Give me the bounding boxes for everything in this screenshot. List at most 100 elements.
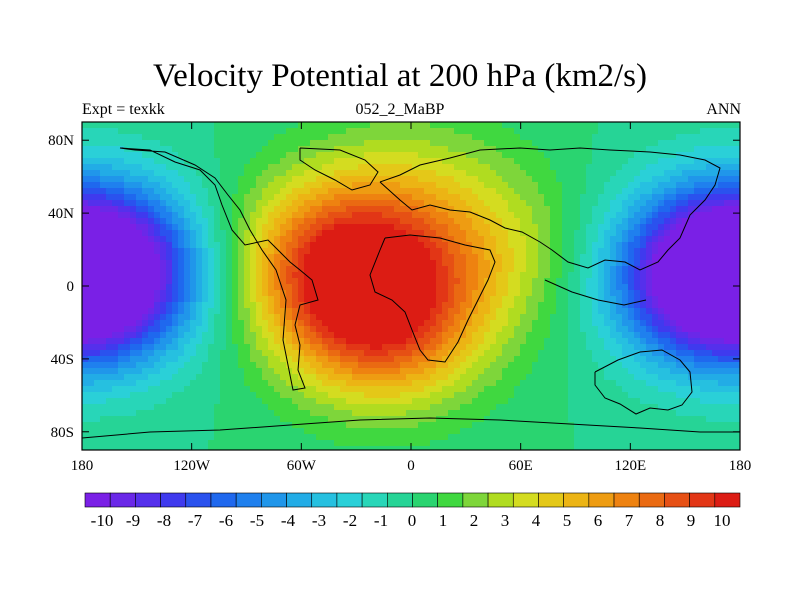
field-cell bbox=[526, 188, 533, 195]
field-cell bbox=[268, 194, 275, 201]
field-cell bbox=[304, 152, 311, 159]
field-cell bbox=[586, 260, 593, 267]
field-cell bbox=[736, 272, 740, 279]
field-cell bbox=[670, 206, 677, 213]
field-cell bbox=[292, 338, 299, 345]
field-cell bbox=[340, 188, 347, 195]
field-cell bbox=[364, 260, 371, 267]
field-cell bbox=[202, 146, 209, 153]
field-cell bbox=[124, 380, 131, 387]
field-cell bbox=[514, 278, 521, 285]
field-cell bbox=[466, 320, 473, 327]
field-cell bbox=[520, 266, 527, 273]
field-cell bbox=[664, 182, 671, 189]
field-cell bbox=[286, 326, 293, 333]
field-cell bbox=[538, 362, 545, 369]
field-cell bbox=[484, 260, 491, 267]
field-cell bbox=[598, 182, 605, 189]
field-cell bbox=[244, 134, 251, 141]
field-cell bbox=[172, 362, 179, 369]
field-cell bbox=[604, 182, 611, 189]
field-cell bbox=[268, 164, 275, 171]
field-cell bbox=[580, 350, 587, 357]
field-cell bbox=[436, 368, 443, 375]
field-cell bbox=[694, 368, 701, 375]
field-cell bbox=[580, 158, 587, 165]
field-cell bbox=[106, 350, 113, 357]
field-cell bbox=[514, 386, 521, 393]
field-cell bbox=[652, 206, 659, 213]
field-cell bbox=[214, 170, 221, 177]
field-cell bbox=[622, 176, 629, 183]
field-cell bbox=[166, 158, 173, 165]
field-cell bbox=[574, 170, 581, 177]
field-cell bbox=[382, 200, 389, 207]
field-cell bbox=[502, 386, 509, 393]
field-cell bbox=[718, 236, 725, 243]
field-cell bbox=[178, 218, 185, 225]
field-cell bbox=[94, 308, 101, 315]
field-cell bbox=[568, 374, 575, 381]
field-cell bbox=[346, 362, 353, 369]
field-cell bbox=[712, 248, 719, 255]
field-cell bbox=[700, 146, 707, 153]
field-cell bbox=[664, 170, 671, 177]
field-cell bbox=[238, 140, 245, 147]
field-cell bbox=[724, 374, 731, 381]
field-cell bbox=[280, 140, 287, 147]
field-cell bbox=[352, 314, 359, 321]
field-cell bbox=[172, 380, 179, 387]
field-cell bbox=[616, 326, 623, 333]
field-cell bbox=[532, 134, 539, 141]
field-cell bbox=[268, 230, 275, 237]
field-cell bbox=[664, 194, 671, 201]
field-cell bbox=[286, 248, 293, 255]
field-cell bbox=[688, 158, 695, 165]
field-cell bbox=[508, 200, 515, 207]
field-cell bbox=[100, 338, 107, 345]
field-cell bbox=[292, 374, 299, 381]
field-cell bbox=[688, 134, 695, 141]
field-cell bbox=[172, 140, 179, 147]
field-cell bbox=[520, 242, 527, 249]
field-cell bbox=[646, 128, 653, 135]
field-cell bbox=[598, 386, 605, 393]
field-cell bbox=[334, 356, 341, 363]
field-cell bbox=[694, 224, 701, 231]
field-cell bbox=[682, 158, 689, 165]
field-cell bbox=[502, 314, 509, 321]
field-cell bbox=[340, 206, 347, 213]
field-cell bbox=[700, 284, 707, 291]
field-cell bbox=[166, 308, 173, 315]
field-cell bbox=[616, 290, 623, 297]
field-cell bbox=[166, 326, 173, 333]
field-cell bbox=[628, 122, 635, 129]
field-cell bbox=[598, 176, 605, 183]
field-cell bbox=[634, 218, 641, 225]
field-cell bbox=[256, 344, 263, 351]
field-cell bbox=[658, 380, 665, 387]
field-cell bbox=[118, 368, 125, 375]
field-cell bbox=[484, 152, 491, 159]
field-cell bbox=[640, 164, 647, 171]
field-cell bbox=[142, 122, 149, 129]
field-cell bbox=[130, 278, 137, 285]
field-cell bbox=[688, 284, 695, 291]
field-cell bbox=[526, 122, 533, 129]
field-cell bbox=[322, 332, 329, 339]
field-cell bbox=[610, 278, 617, 285]
field-cell bbox=[718, 218, 725, 225]
field-cell bbox=[622, 272, 629, 279]
field-cell bbox=[310, 164, 317, 171]
field-cell bbox=[724, 128, 731, 135]
field-cell bbox=[196, 242, 203, 249]
field-cell bbox=[160, 278, 167, 285]
field-cell bbox=[160, 272, 167, 279]
field-cell bbox=[730, 272, 737, 279]
field-cell bbox=[496, 176, 503, 183]
field-cell bbox=[586, 206, 593, 213]
field-cell bbox=[100, 236, 107, 243]
field-cell bbox=[340, 248, 347, 255]
field-cell bbox=[106, 296, 113, 303]
field-cell bbox=[616, 212, 623, 219]
